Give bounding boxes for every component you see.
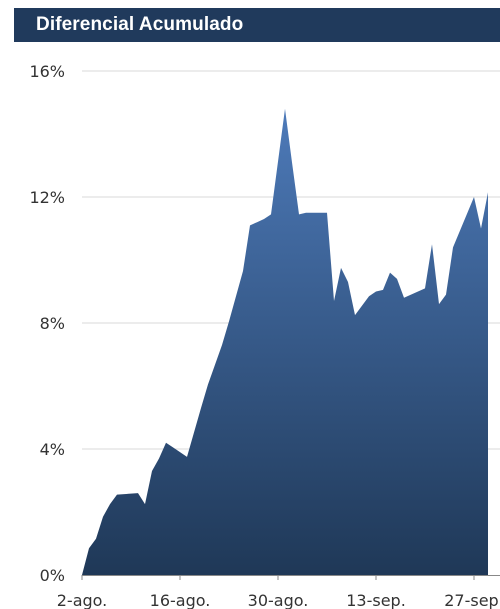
x-tick-label: 30-ago.: [248, 591, 309, 609]
y-tick-label: 0%: [40, 566, 65, 585]
x-tick-label: 13-sep.: [346, 591, 406, 609]
y-tick-label: 4%: [40, 440, 65, 459]
x-axis-ticks: 2-ago. 16-ago. 30-ago. 13-sep. 27-sep.: [57, 575, 500, 609]
x-tick-label: 2-ago.: [57, 591, 108, 609]
chart-title: Diferencial Acumulado: [36, 14, 244, 35]
series-layer: [82, 108, 488, 576]
x-tick-label: 16-ago.: [150, 591, 211, 609]
title-bar: Diferencial Acumulado: [14, 8, 500, 42]
area-series: [82, 108, 488, 576]
y-tick-label: 8%: [40, 314, 65, 333]
y-tick-label: 12%: [29, 188, 65, 207]
y-tick-label: 16%: [29, 62, 65, 81]
y-axis-ticks: 0% 4% 8% 12% 16%: [29, 62, 65, 585]
x-tick-label: 27-sep.: [444, 591, 500, 609]
